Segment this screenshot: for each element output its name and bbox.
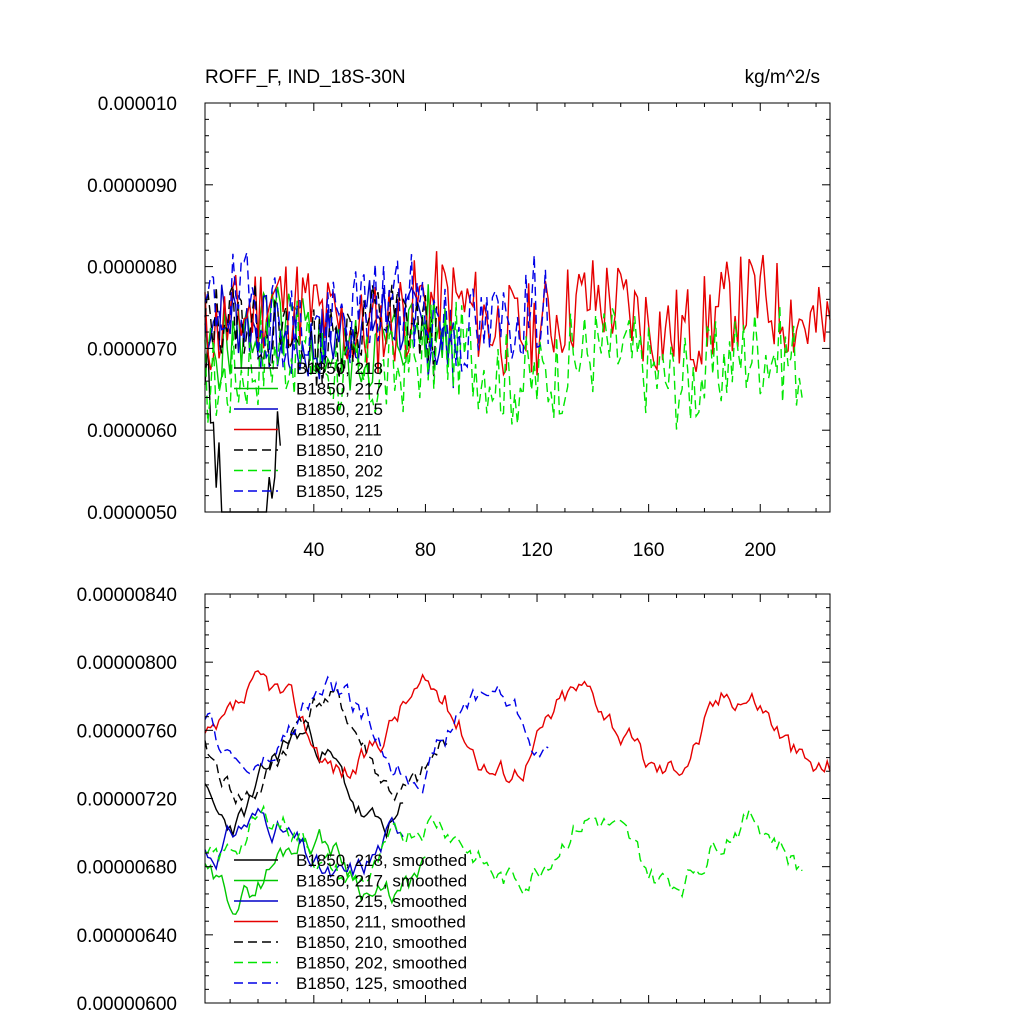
legend-label: B1850, 218, smoothed [296, 851, 467, 870]
x-tick-label: 40 [303, 540, 324, 561]
series-line-2-6 [204, 804, 803, 899]
x-tick-label: 80 [415, 540, 436, 561]
series-line-2-1 [204, 721, 404, 840]
legend-label: B1850, 125 [296, 482, 383, 501]
panel-1: 0.0000050 0.0000060 0.0000070 0.0000080 0.00… [87, 67, 831, 561]
legend-label: B1850, 217 [296, 380, 383, 399]
series-line-2-7 [204, 675, 549, 794]
series-line-2-2 [204, 829, 426, 916]
y-tick-label: 0.000010 [98, 94, 177, 115]
legend-label: B1850, 218 [296, 359, 383, 378]
legend-label: B1850, 211, smoothed [296, 913, 466, 932]
plot-frame [204, 102, 831, 513]
legend-label: B1850, 202 [296, 462, 383, 481]
legend-label: B1850, 210, smoothed [296, 933, 467, 952]
legend-label: B1850, 210 [296, 441, 383, 460]
x-tick-label: 200 [744, 540, 776, 561]
series-line-2-4 [204, 669, 831, 784]
y-tick-label: 0.0000060 [87, 421, 177, 442]
chart-title: ROFF_F, IND_18S-30N [205, 67, 406, 88]
legend: B1850, 218, smoothed B1850, 217, smoothed… [234, 851, 467, 993]
y-tick-label: 0.0000080 [87, 258, 177, 279]
panel-2: 0.00000600 0.00000640 0.00000680 0.00000720… [77, 585, 831, 1015]
y-tick-label: 0.00000800 [77, 653, 177, 674]
y-tick-label: 0.00000680 [77, 858, 177, 879]
legend-label: B1850, 217, smoothed [296, 872, 467, 891]
y-tick-label: 0.0000090 [87, 176, 177, 197]
series-line-1-5 [204, 283, 438, 389]
y-tick-label: 0.0000050 [87, 503, 177, 524]
series-line-2-5 [204, 686, 449, 806]
y-tick-label: 0.00000720 [77, 790, 177, 811]
series-line-1-6 [204, 300, 803, 430]
units-label: kg/m^2/s [745, 67, 820, 88]
y-tick-label: 0.00000640 [77, 926, 177, 947]
series-line-1-7 [204, 252, 549, 372]
series-line-2-3 [204, 807, 404, 878]
y-tick-label: 0.00000600 [77, 994, 177, 1015]
legend-label: B1850, 211 [296, 421, 382, 440]
x-tick-label: 120 [521, 540, 553, 561]
legend-label: B1850, 215, smoothed [296, 892, 467, 911]
y-tick-label: 0.0000070 [87, 339, 177, 360]
legend-label: B1850, 215 [296, 400, 383, 419]
y-tick-label: 0.00000760 [77, 721, 177, 742]
x-tick-label: 160 [633, 540, 665, 561]
series-line-1-4 [204, 251, 831, 377]
y-tick-label: 0.00000840 [77, 585, 177, 606]
legend-label: B1850, 125, smoothed [296, 974, 467, 993]
legend-label: B1850, 202, smoothed [296, 954, 467, 973]
